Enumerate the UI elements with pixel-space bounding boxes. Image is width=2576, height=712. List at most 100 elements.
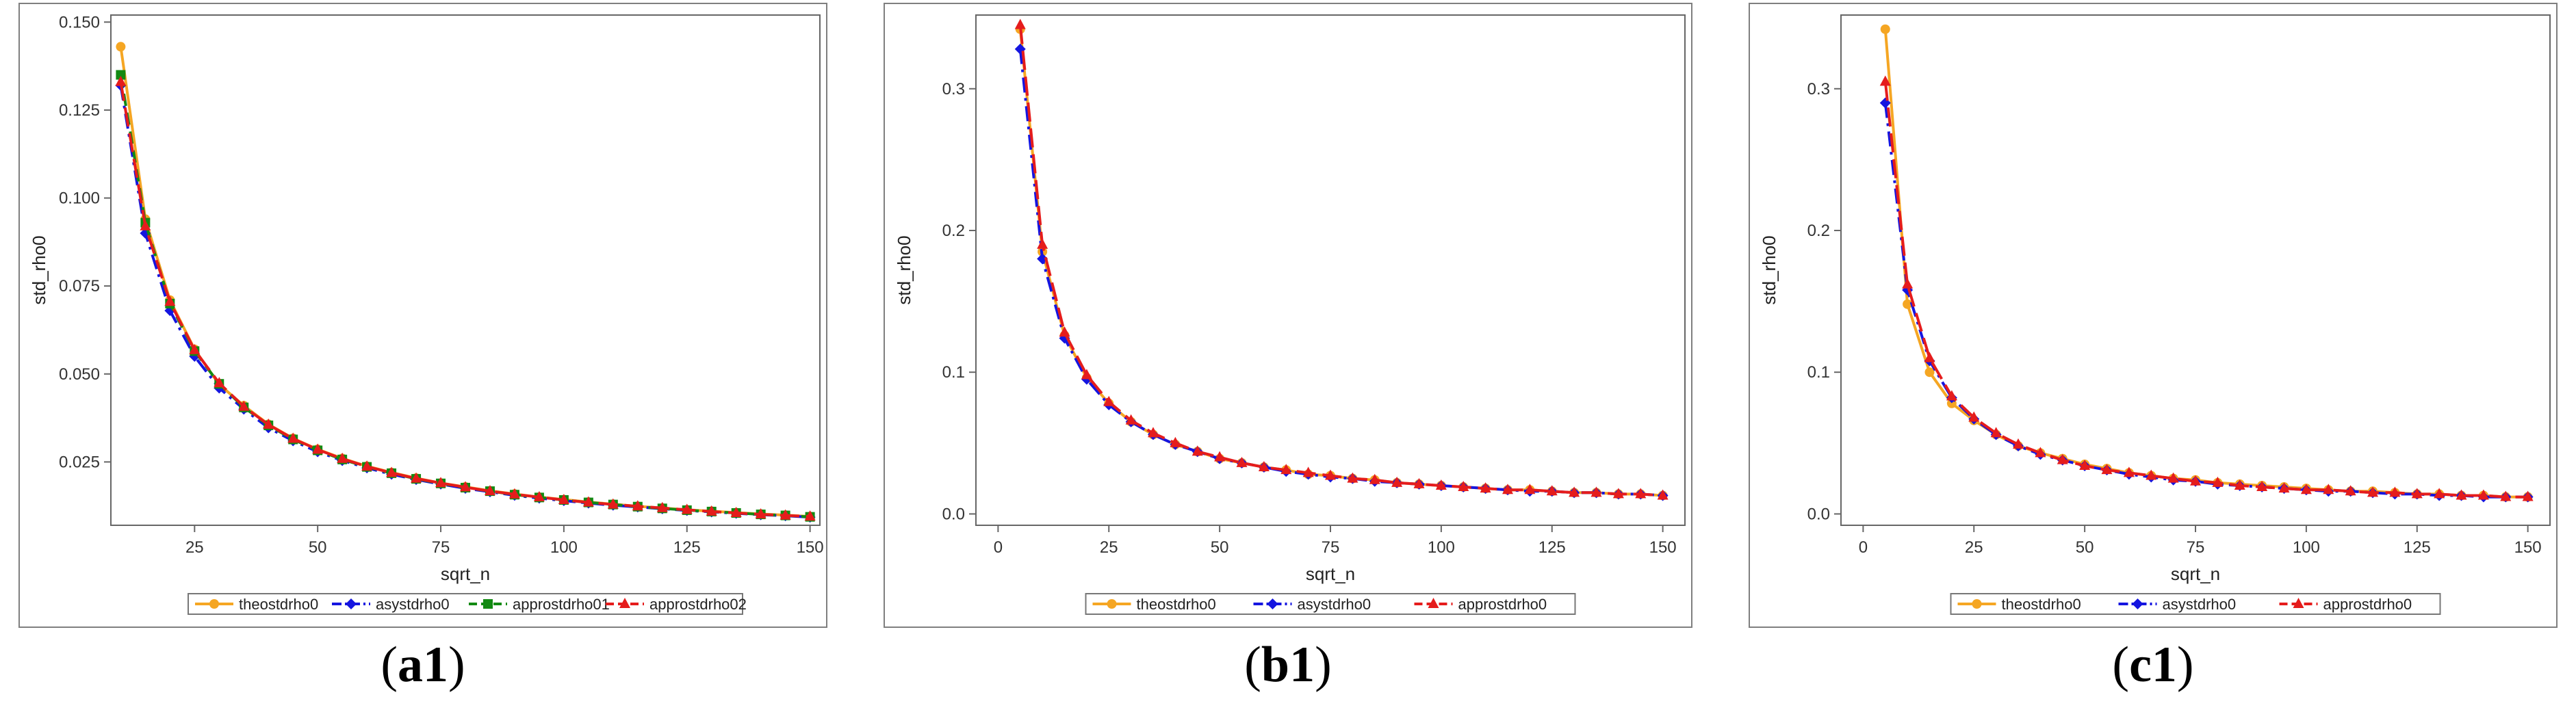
data-point [460,481,471,492]
legend-marker [209,599,219,609]
data-point [1103,395,1115,406]
data-point [1879,97,1891,109]
data-point [115,75,127,86]
chart-frame [18,3,827,628]
legend-item: approstdrho0 [1414,596,1547,613]
data-point [1347,472,1358,483]
data-point [238,400,250,411]
chart-frame [884,3,1692,628]
data-point [1590,486,1602,497]
legend-item: asystdrho0 [332,596,450,613]
y-tick-label: 0.3 [1807,80,1830,98]
data-point [1569,486,1580,497]
data-point [2101,464,2113,475]
legend-item: theostdrho0 [1957,596,2081,613]
data-point [1924,367,1935,378]
data-point [2035,447,2046,458]
data-point [1236,456,1248,467]
x-tick-label: 150 [1649,538,1677,557]
chart-a1: 25 50 75 100 125 150 0.025 0.050 0.075 0.100 0.125… [18,3,827,628]
data-point [558,493,569,504]
data-point [1502,484,1513,495]
panel-caption-a1: (a1) [381,637,465,693]
panel-label-c1: c1 [2129,637,2177,693]
x-tick-label: 25 [185,538,204,557]
data-point [1435,479,1447,490]
data-point [164,295,176,306]
data-point [1546,485,1558,496]
series-approstdrho02 [115,75,816,521]
data-point [140,220,151,230]
data-point [1657,489,1669,500]
data-point [1081,369,1092,380]
y-tick-label: 0.150 [59,13,100,31]
series-theostdrho0 [1880,24,2533,502]
series-theostdrho0 [116,42,815,522]
data-point [1413,477,1425,488]
x-tick-label: 125 [2404,538,2431,557]
data-point [1258,461,1270,472]
data-point [2323,484,2334,495]
data-point [1014,18,1026,29]
x-tick-label: 125 [1538,538,1566,557]
data-point [2079,459,2091,470]
legend-box [188,593,743,615]
y-tick-label: 0.025 [59,453,100,471]
chart-panel-a1: 25 50 75 100 125 150 0.025 0.050 0.075 0.100 0.125… [0,0,846,712]
panel-caption-b1: (b1) [1244,637,1332,693]
panel-label-b1: b1 [1261,637,1315,693]
data-point [1391,476,1403,487]
data-point [2456,489,2467,500]
data-point [2345,485,2356,496]
x-tick-label: 100 [550,538,578,557]
chart-b1: 0 25 50 75 100 125 150 0.0 0.1 0.2 0.3 sqrt_n std_rh… [884,3,1692,628]
chart-frame [1749,3,2558,628]
legend-item: asystdrho0 [2118,596,2236,613]
legend-label: approstdrho01 [513,596,610,613]
data-point [312,443,324,454]
legend-marker [1428,598,1439,608]
legend: theostdrho0 asystdrho0 approstdrho0 [1085,593,1576,615]
x-tick-label: 50 [309,538,327,557]
data-point [1148,427,1159,438]
legend: theostdrho0 asystdrho0 approstdrho0 [1950,593,2441,615]
y-tick-label: 0.1 [942,363,965,382]
data-point [1990,427,2002,438]
y-tick-label: 0.2 [1807,222,1830,240]
chart-panel-b1: 0 25 50 75 100 125 150 0.0 0.1 0.2 0.3 sqrt_n std_rh… [865,0,1711,712]
data-point [780,509,791,520]
legend-label: theostdrho0 [239,596,318,613]
legend-item: theostdrho0 [195,596,318,613]
series-line [1018,25,1663,497]
series-theostdrho0 [1015,24,1668,501]
data-point [116,42,126,52]
legend: theostdrho0 asystdrho0 approstdrho01 appros… [188,593,747,615]
series-asystdrho0 [115,79,816,523]
series-line [1883,103,2528,499]
x-tick-label: 0 [1859,538,1868,557]
plot-area [975,14,1686,526]
series-approstdrho0 [1879,75,2534,501]
data-point [1458,481,1469,492]
x-tick-label: 0 [994,538,1003,557]
series-line [1883,81,2528,499]
x-axis-label: sqrt_n [441,564,490,584]
data-point [508,488,520,499]
data-point [1902,278,1914,289]
x-tick-label: 100 [1428,538,1455,557]
plot-area [110,14,821,526]
data-point [1037,238,1048,249]
legend-marker [1107,599,1117,609]
data-point [386,466,398,477]
data-point [1170,436,1181,447]
data-point [656,501,668,512]
data-point [1280,464,1292,475]
data-point [2500,490,2512,501]
legend-label: approstdrho0 [1458,596,1547,613]
data-point [1037,253,1048,265]
legend-marker [1267,598,1278,609]
data-point [2190,475,2201,486]
panel-label-a1: a1 [398,637,448,693]
plot-area [1840,14,2551,526]
data-point [2057,453,2068,464]
